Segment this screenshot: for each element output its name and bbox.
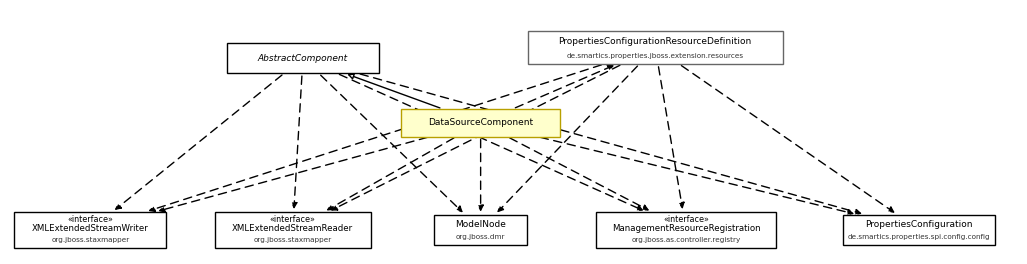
- Bar: [401, 109, 561, 137]
- Bar: [227, 43, 379, 73]
- Text: XMLExtendedStreamWriter: XMLExtendedStreamWriter: [32, 224, 149, 233]
- Text: AbstractComponent: AbstractComponent: [258, 54, 348, 63]
- Bar: [596, 212, 776, 248]
- Text: de.smartics.properties.jboss.extension.resources: de.smartics.properties.jboss.extension.r…: [567, 53, 744, 59]
- Text: de.smartics.properties.spi.config.config: de.smartics.properties.spi.config.config: [848, 234, 990, 240]
- Text: ModelNode: ModelNode: [455, 220, 506, 229]
- Text: PropertiesConfiguration: PropertiesConfiguration: [866, 220, 973, 229]
- Bar: [14, 212, 166, 248]
- Text: org.jboss.staxmapper: org.jboss.staxmapper: [254, 237, 332, 243]
- Text: XMLExtendedStreamReader: XMLExtendedStreamReader: [232, 224, 353, 233]
- Text: PropertiesConfigurationResourceDefinition: PropertiesConfigurationResourceDefinitio…: [559, 37, 752, 46]
- Text: DataSourceComponent: DataSourceComponent: [428, 118, 533, 127]
- Text: org.jboss.as.controller.registry: org.jboss.as.controller.registry: [632, 237, 740, 243]
- Text: «interface»: «interface»: [270, 215, 315, 224]
- Bar: [528, 31, 783, 64]
- Bar: [843, 214, 995, 245]
- Text: org.jboss.staxmapper: org.jboss.staxmapper: [51, 237, 129, 243]
- Bar: [215, 212, 371, 248]
- Text: «interface»: «interface»: [663, 215, 709, 224]
- Text: «interface»: «interface»: [68, 215, 113, 224]
- Text: org.jboss.dmr: org.jboss.dmr: [456, 234, 505, 240]
- Text: ManagementResourceRegistration: ManagementResourceRegistration: [612, 224, 760, 233]
- Bar: [434, 214, 527, 245]
